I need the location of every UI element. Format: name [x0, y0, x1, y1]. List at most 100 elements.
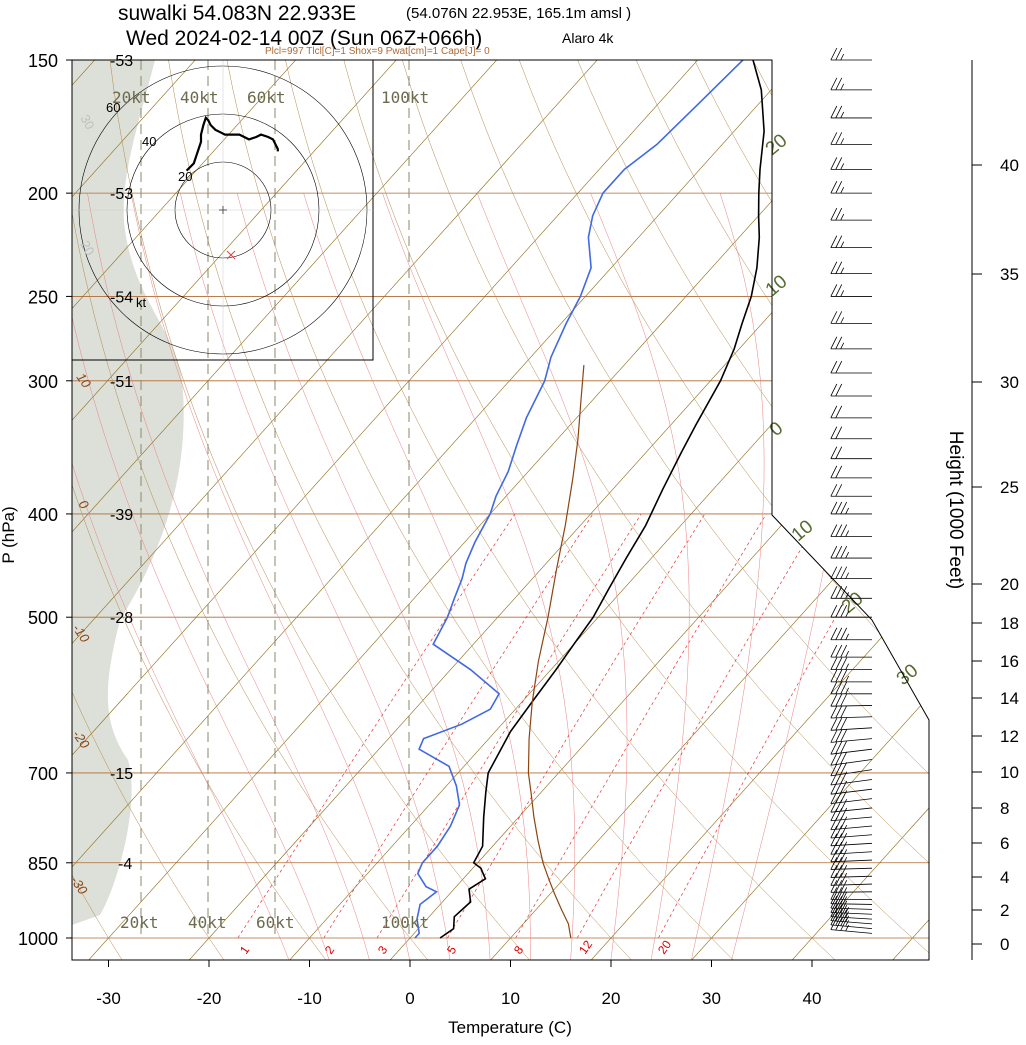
wind-barb-feather [836, 880, 842, 892]
wind-barb-feather [841, 718, 847, 730]
wind-barb-feather [831, 361, 837, 373]
model-name: Alaro 4k [562, 30, 614, 46]
height-tick-label: 4 [1000, 868, 1009, 887]
wind-barb-feather [841, 628, 847, 640]
height-tick-label: 18 [1000, 614, 1019, 633]
dry-adiabat [164, 28, 632, 961]
wind-barb-feather [831, 337, 837, 349]
wind-barb-feather [836, 361, 842, 373]
wind-barb-feather [836, 337, 842, 349]
wind-barb [831, 706, 872, 718]
wind-barb-feather [836, 236, 842, 248]
wind-speed-label-bottom: 60kt [256, 913, 295, 932]
wind-barb-feather [831, 48, 837, 60]
x-tick-label: -10 [297, 989, 322, 1008]
wind-barb-feather [836, 406, 842, 418]
wind-barb [831, 48, 872, 60]
wind-barb-half-feather [846, 508, 849, 514]
wind-barb-feather [836, 181, 842, 193]
wind-barb [831, 682, 872, 694]
level-temperature-label: -4 [118, 856, 132, 873]
y-tick-label: 300 [28, 372, 58, 392]
wind-barb-feather [836, 718, 842, 730]
isotherm-line [0, 28, 425, 961]
wind-barb-feather [841, 706, 847, 718]
wind-barb-feather [841, 546, 847, 558]
wind-barb [831, 901, 872, 915]
wind-barb-shaft [831, 868, 872, 869]
wind-barb-feather [836, 682, 842, 694]
y-tick-label: 150 [28, 51, 58, 71]
wind-barb-shaft [831, 705, 872, 706]
isotherm-label-right: 20 [762, 130, 792, 160]
moist-adiabat [383, 193, 575, 961]
wind-barb-feather [841, 525, 847, 537]
profile-series [415, 60, 764, 938]
wind-barb-half-feather [841, 242, 844, 248]
y-tick-label: 400 [28, 505, 58, 525]
wind-speed-guides [141, 60, 409, 938]
wind-barb [831, 236, 872, 248]
wind-barb-feather [836, 384, 842, 396]
height-tick-label: 6 [1000, 834, 1009, 853]
wind-barb-half-feather [846, 664, 849, 670]
wind-barb-feather [841, 729, 847, 741]
wind-barb-feather [831, 670, 837, 682]
wind-barb-feather [836, 484, 842, 496]
wind-barb [831, 447, 872, 459]
wind-barb-feather [836, 730, 842, 742]
height-tick-label: 12 [1000, 727, 1019, 746]
wind-barb [831, 718, 872, 731]
wind-barb-feather [836, 427, 842, 439]
wind-barb-feather [831, 645, 837, 657]
x-tick-label: 10 [501, 989, 520, 1008]
wind-barb-shaft [831, 860, 872, 862]
dry-adiabat [221, 28, 734, 961]
wind-barb [831, 790, 872, 803]
mixing-ratio-label: 3 [375, 943, 390, 957]
stability-indices: Plcl=997 Tlcl[C]=1 Shox=9 Pwat[cm]=1 Cap… [265, 46, 490, 57]
wind-barb-feather [841, 880, 847, 892]
wind-barb-feather [841, 670, 847, 682]
wind-barb-feather [831, 605, 837, 617]
wind-barb-feather [836, 132, 842, 144]
wind-barb [831, 337, 872, 349]
wind-barb-feather [831, 484, 837, 496]
wind-barb-shaft [831, 892, 872, 893]
wind-barb [831, 181, 872, 193]
wind-barb-feather [836, 525, 842, 537]
wind-speed-label-top: 60kt [247, 88, 286, 107]
wind-speed-label-top: 40kt [180, 88, 219, 107]
wind-barb-feather [836, 466, 842, 478]
wind-barb-half-feather [841, 163, 844, 169]
wind-barb-feather [831, 447, 837, 459]
wind-barb-feather [831, 658, 837, 670]
wind-barb-feather [831, 525, 837, 537]
wind-barb [831, 772, 872, 785]
wind-barb-feather [831, 427, 837, 439]
station-title: suwalki 54.083N 22.933E [118, 2, 356, 25]
wind-barb [831, 694, 872, 706]
wind-barb-feather [831, 106, 837, 118]
wind-barb-half-feather [841, 112, 844, 118]
wind-barb-feather [831, 157, 837, 169]
wind-barb-half-feather [846, 573, 849, 579]
x-tick-label: 0 [405, 989, 414, 1008]
wind-barb [831, 208, 872, 220]
level-temperature-label: -51 [110, 374, 133, 391]
height-tick-label: 0 [1000, 935, 1009, 954]
wind-speed-label-bottom: 20kt [120, 913, 159, 932]
isotherm-label-right: 10 [788, 516, 818, 546]
wind-barb-feather [841, 658, 847, 670]
wind-barb-half-feather [841, 54, 844, 60]
dry-adiabat [680, 28, 1026, 961]
wind-barb-feather [831, 384, 837, 396]
dry-adiabat [393, 28, 1026, 961]
moist-adiabat [304, 193, 531, 961]
wind-barb-shaft [831, 876, 872, 877]
wind-barb [831, 284, 872, 296]
wind-barb-feather [836, 48, 842, 60]
wind-barb-feather [831, 628, 837, 640]
